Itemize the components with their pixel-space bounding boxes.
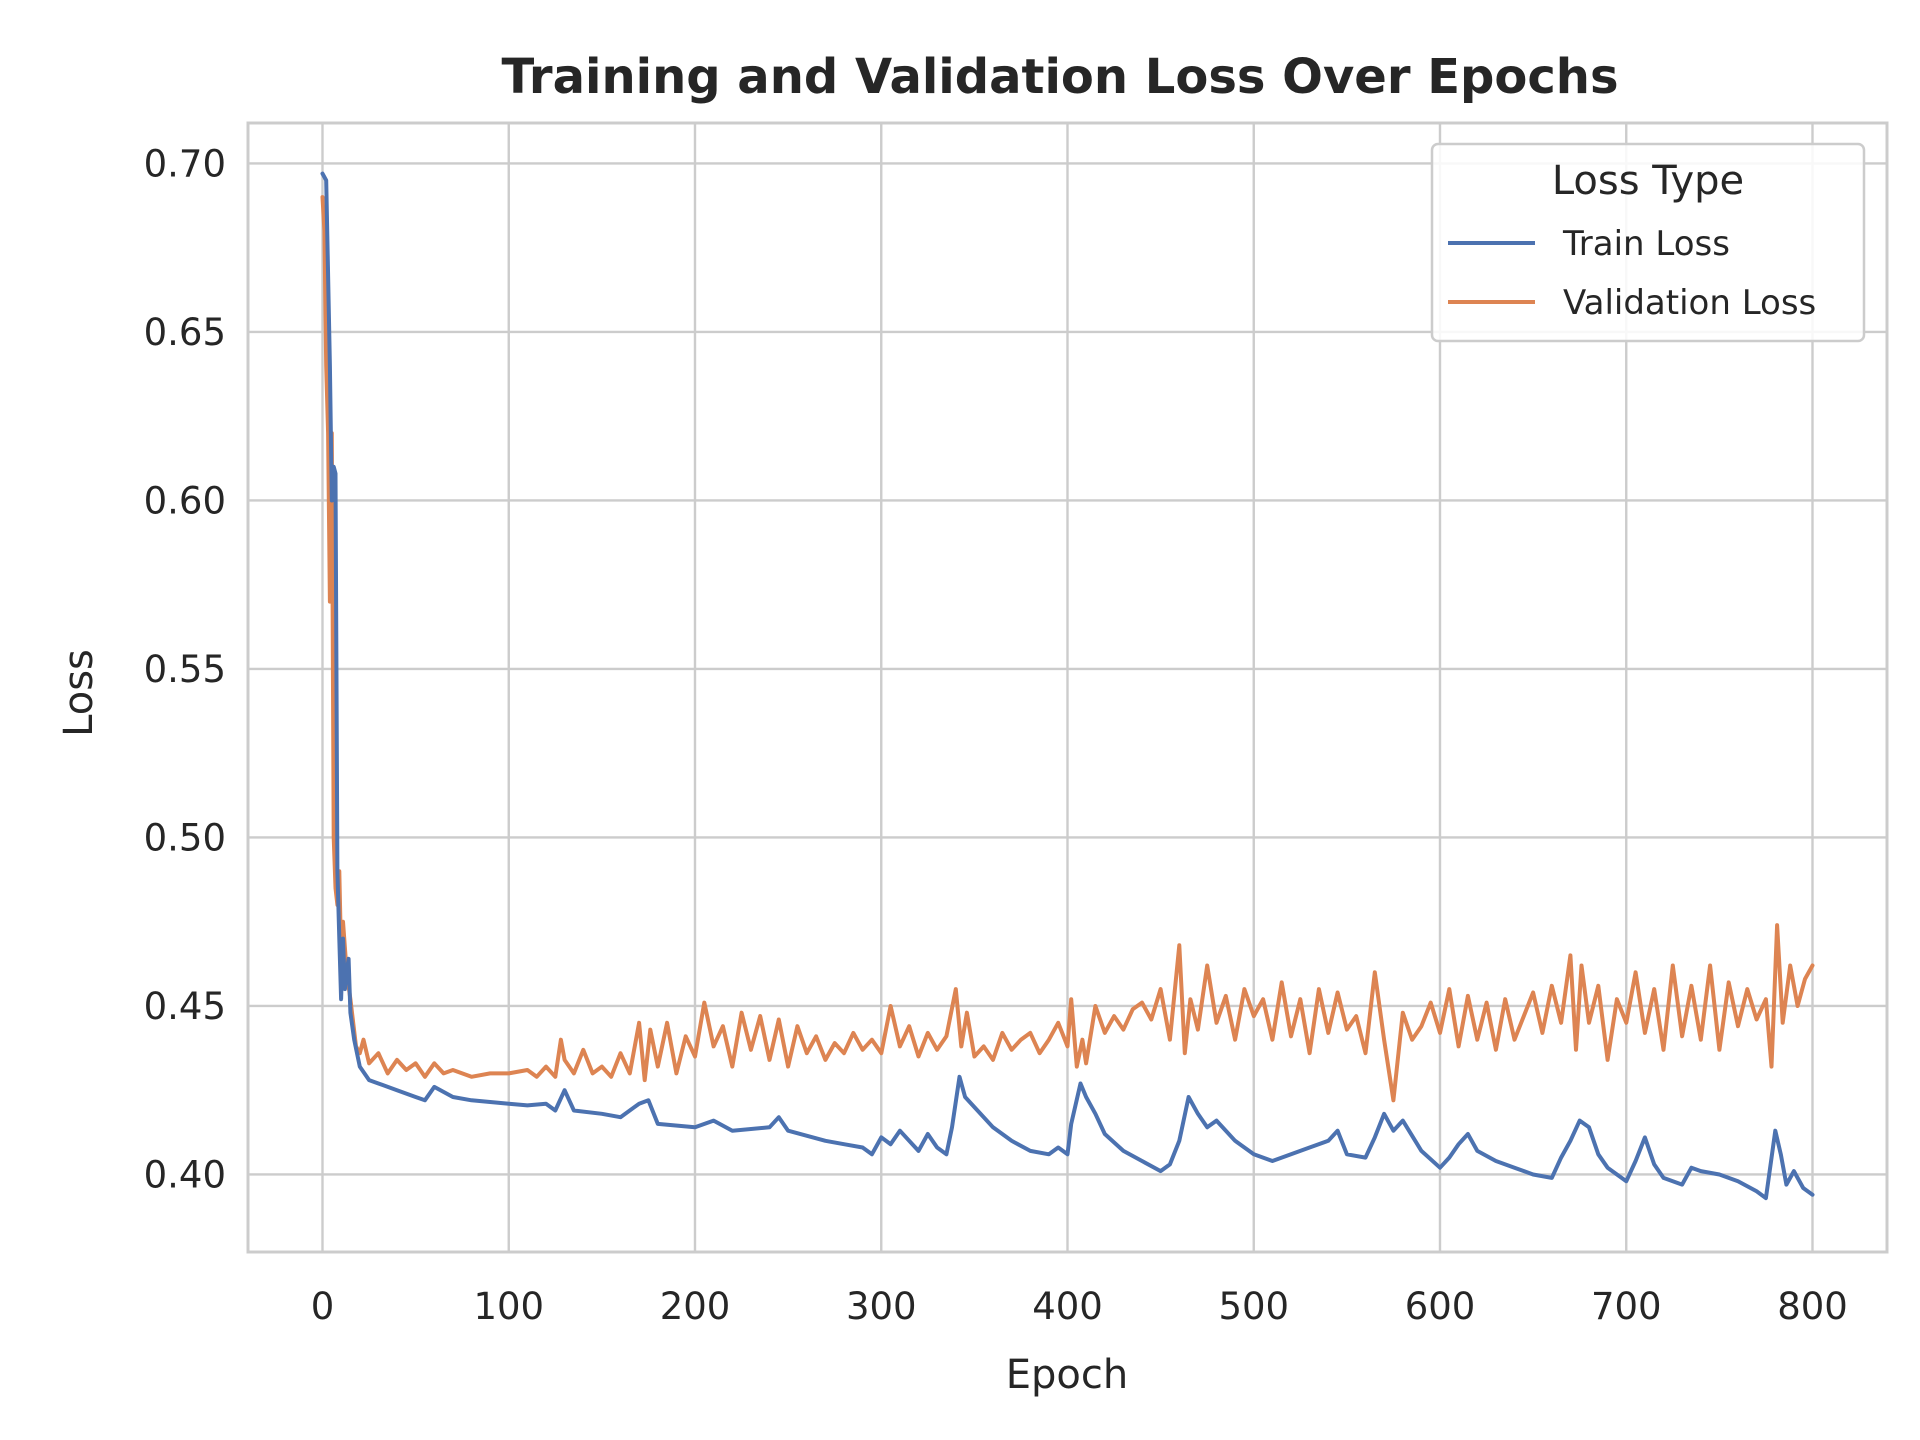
- series-layer: [320, 171, 1815, 1201]
- x-tick-label: 400: [1032, 1285, 1103, 1328]
- y-tick-label: 0.40: [144, 1153, 226, 1196]
- y-tick-label: 0.60: [144, 479, 226, 522]
- x-tick-label: 500: [1218, 1285, 1289, 1328]
- y-axis-label: Loss: [56, 649, 102, 737]
- y-tick-label: 0.65: [144, 311, 226, 354]
- x-tick-label: 300: [846, 1285, 917, 1328]
- x-tick-label: 800: [1777, 1285, 1848, 1328]
- x-tick-labels: 0 100 200 300 400 500 600 700 800: [311, 1285, 1848, 1328]
- x-tick-label: 600: [1405, 1285, 1476, 1328]
- legend: Loss Type Train Loss Validation Loss: [1430, 142, 1866, 343]
- x-axis-label: Epoch: [1006, 1352, 1128, 1398]
- legend-box: [1430, 142, 1866, 343]
- grid-lines: [248, 123, 1887, 1252]
- y-tick-label: 0.50: [144, 816, 226, 859]
- x-tick-label: 0: [311, 1285, 335, 1328]
- legend-label-train-loss: Train Loss: [1562, 224, 1730, 264]
- x-tick-label: 700: [1591, 1285, 1662, 1328]
- x-tick-label: 100: [473, 1285, 544, 1328]
- y-tick-labels: 0.40 0.45 0.50 0.55 0.60 0.65 0.70: [144, 142, 226, 1196]
- y-tick-label: 0.45: [144, 985, 226, 1028]
- chart-title: Training and Validation Loss Over Epochs: [501, 49, 1618, 105]
- plot-frame: [246, 121, 1889, 1254]
- legend-title: Loss Type: [1552, 158, 1744, 204]
- series-line-validation-loss: [320, 195, 1815, 1103]
- y-tick-label: 0.70: [144, 142, 226, 185]
- series-line-train-loss: [320, 171, 1815, 1201]
- legend-label-validation-loss: Validation Loss: [1563, 283, 1816, 323]
- x-tick-label: 200: [660, 1285, 731, 1328]
- y-tick-label: 0.55: [144, 648, 226, 691]
